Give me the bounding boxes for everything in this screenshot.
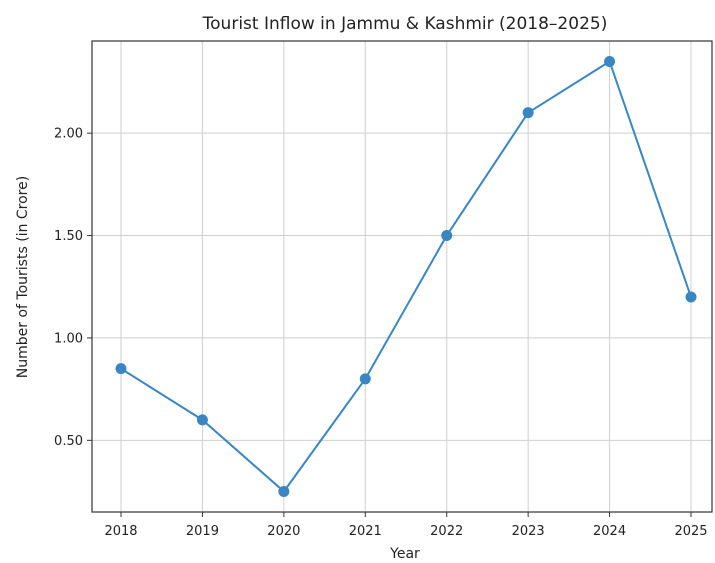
y-tick-label: 1.00 [54, 331, 83, 346]
x-tick-label: 2025 [674, 524, 707, 539]
y-tick-label: 1.50 [54, 229, 83, 244]
x-tick-label: 2020 [267, 524, 300, 539]
data-point [115, 363, 127, 375]
x-tick-label: 2021 [349, 524, 382, 539]
grid [92, 41, 712, 512]
y-tick-label: 0.50 [54, 434, 83, 449]
data-point [359, 373, 371, 385]
data-point [441, 230, 453, 242]
y-tick-label: 2.00 [54, 127, 83, 142]
data-point [196, 414, 208, 426]
axes: 2018 2019 2020 2021 2022 2023 2024 2025 0.50 1.00… [54, 127, 708, 539]
x-tick-label: 2024 [593, 524, 626, 539]
chart-title: Tourist Inflow in Jammu & Kashmir (2018–… [202, 14, 608, 34]
x-tick-label: 2023 [512, 524, 545, 539]
x-tick-label: 2019 [186, 524, 219, 539]
data-point [522, 107, 534, 119]
x-axis-label: Year [389, 546, 420, 562]
data-point [685, 291, 697, 303]
series-layer [115, 55, 697, 498]
data-point [278, 486, 290, 498]
y-axis-label: Number of Tourists (in Crore) [15, 176, 31, 378]
x-tick-label: 2018 [104, 524, 137, 539]
plot-frame [91, 40, 713, 513]
data-point [604, 55, 616, 67]
series-line [120, 60, 692, 493]
x-tick-label: 2022 [430, 524, 463, 539]
